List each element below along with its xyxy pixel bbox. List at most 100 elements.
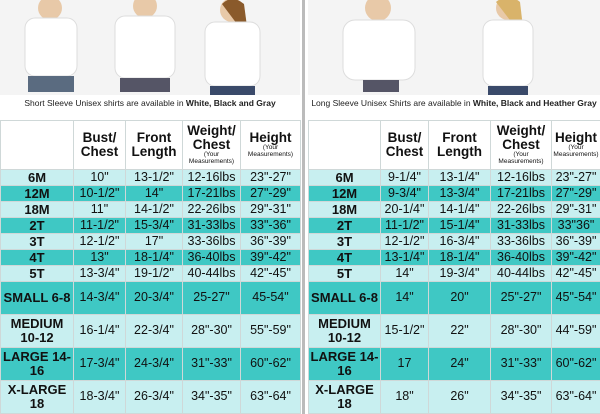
size-row: 12M 10-1/2" 14" 17-21lbs 27"-29"	[0, 185, 301, 202]
measurement: 31-33lbs	[490, 217, 552, 234]
corner-cell	[0, 120, 74, 170]
measurement: 20-3/4"	[125, 281, 183, 315]
size-label: LARGE 14-16	[0, 347, 74, 381]
size-row: MEDIUM 10-12 15-1/2" 22" 28"-30" 44"-59"	[308, 314, 600, 348]
size-label: 2T	[0, 217, 74, 234]
size-label: 5T	[0, 265, 74, 282]
measurement: 10"	[73, 169, 126, 186]
size-label: 12M	[0, 185, 74, 202]
column-header: Height (Your Measurements)	[240, 120, 301, 170]
measurement: 15-3/4"	[125, 217, 183, 234]
column-header: Bust/ Chest	[380, 120, 429, 170]
measurement: 44"-59"	[551, 314, 600, 348]
measurement: 12-16lbs	[182, 169, 241, 186]
measurement: 16-1/4"	[73, 314, 126, 348]
measurement: 26-3/4"	[125, 380, 183, 414]
measurement: 34"-35"	[490, 380, 552, 414]
header-note: (Your Measurements)	[188, 151, 235, 166]
measurement: 23"-27"	[551, 169, 600, 186]
measurement: 33-36lbs	[490, 233, 552, 250]
measurement: 15-1/4"	[428, 217, 491, 234]
size-row: LARGE 14-16 17-3/4" 24-3/4" 31"-33" 60"-62"	[0, 347, 301, 381]
header-note: (Your Measurements)	[247, 144, 294, 159]
measurement: 16-3/4"	[428, 233, 491, 250]
caption-colors: White, Black and Gray	[185, 98, 276, 108]
measurement: 33"36"	[551, 217, 600, 234]
measurement: 12-1/2"	[73, 233, 126, 250]
measurement: 60"-62"	[551, 347, 600, 381]
size-label: 3T	[308, 233, 381, 250]
corner-cell	[308, 120, 381, 170]
measurement: 29"-31"	[240, 201, 301, 218]
size-row: 4T 13-1/4" 18-1/4" 36-40lbs 39"-42"	[308, 249, 600, 266]
size-row: 12M 9-3/4" 13-3/4" 17-21lbs 27"-29"	[308, 185, 600, 202]
size-label: 2T	[308, 217, 381, 234]
size-label: SMALL 6-8	[308, 281, 381, 315]
header-label: Weight/ Chest	[187, 123, 236, 153]
size-row: 3T 12-1/2" 16-3/4" 33-36lbs 36"-39"	[308, 233, 600, 250]
measurement: 12-16lbs	[490, 169, 552, 186]
size-row: 2T 11-1/2" 15-1/4" 31-33lbs 33"36"	[308, 217, 600, 234]
short-sleeve-panel: Short Sleeve Unisex shirts are available…	[0, 0, 301, 414]
measurement: 14"	[125, 185, 183, 202]
size-label: 6M	[308, 169, 381, 186]
measurement: 14-1/2"	[125, 201, 183, 218]
measurement: 63"-64"	[551, 380, 600, 414]
measurement: 14-1/4"	[428, 201, 491, 218]
size-row: 4T 13" 18-1/4" 36-40lbs 39"-42"	[0, 249, 301, 266]
column-header: Bust/ Chest	[73, 120, 126, 170]
size-row: MEDIUM 10-12 16-1/4" 22-3/4" 28"-30" 55"-59"	[0, 314, 301, 348]
size-table: Bust/ Chest Front Length Weight/ Chest (You…	[308, 120, 600, 414]
header-label: Bust/ Chest	[80, 129, 119, 159]
measurement: 9-1/4"	[380, 169, 429, 186]
measurement: 23"-27"	[240, 169, 301, 186]
measurement: 13-1/2"	[125, 169, 183, 186]
measurement: 17-3/4"	[73, 347, 126, 381]
caption: Short Sleeve Unisex shirts are available…	[0, 98, 300, 108]
header-note: (Your Measurements)	[553, 144, 599, 159]
long-sleeve-panel: Long Sleeve Unisex Shirts are available …	[308, 0, 600, 414]
measurement: 11"	[73, 201, 126, 218]
size-label: 3T	[0, 233, 74, 250]
measurement: 40-44lbs	[182, 265, 241, 282]
measurement: 33-36lbs	[182, 233, 241, 250]
size-label: X-LARGE 18	[0, 380, 74, 414]
header-row: Bust/ Chest Front Length Weight/ Chest (You…	[308, 120, 600, 170]
size-label: 12M	[308, 185, 381, 202]
measurement: 31"-33"	[490, 347, 552, 381]
measurement: 9-3/4"	[380, 185, 429, 202]
measurement: 33"-36"	[240, 217, 301, 234]
caption: Long Sleeve Unisex Shirts are available …	[308, 98, 600, 108]
measurement: 22-26lbs	[490, 201, 552, 218]
measurement: 20-1/4"	[380, 201, 429, 218]
measurement: 17-21lbs	[490, 185, 552, 202]
measurement: 13-3/4"	[428, 185, 491, 202]
measurement: 19-1/2"	[125, 265, 183, 282]
measurement: 39"-42"	[551, 249, 600, 266]
size-row: 18M 20-1/4" 14-1/4" 22-26lbs 29"-31"	[308, 201, 600, 218]
measurement: 24"	[428, 347, 491, 381]
size-label: X-LARGE 18	[308, 380, 381, 414]
size-row: LARGE 14-16 17 24" 31"-33" 60"-62"	[308, 347, 600, 381]
measurement: 15-1/2"	[380, 314, 429, 348]
measurement: 63"-64"	[240, 380, 301, 414]
header-label: Front Length	[437, 129, 482, 159]
size-row: 5T 14" 19-3/4" 40-44lbs 42"-45"	[308, 265, 600, 282]
size-row: X-LARGE 18 18" 26" 34"-35" 63"-64"	[308, 380, 600, 414]
measurement: 27"-29"	[551, 185, 600, 202]
size-label: LARGE 14-16	[308, 347, 381, 381]
measurement: 14"	[380, 265, 429, 282]
measurement: 36-40lbs	[490, 249, 552, 266]
caption-text: Long Sleeve Unisex Shirts are available …	[311, 98, 473, 108]
measurement: 27"-29"	[240, 185, 301, 202]
measurement: 13-1/4"	[428, 169, 491, 186]
size-table: Bust/ Chest Front Length Weight/ Chest (You…	[0, 120, 301, 414]
caption-colors: White, Black and Heather Gray	[472, 98, 597, 108]
measurement: 26"	[428, 380, 491, 414]
size-row: 2T 11-1/2" 15-3/4" 31-33lbs 33"-36"	[0, 217, 301, 234]
size-row: X-LARGE 18 18-3/4" 26-3/4" 34"-35" 63"-64"	[0, 380, 301, 414]
size-row: SMALL 6-8 14-3/4" 20-3/4" 25-27" 45-54"	[0, 281, 301, 315]
measurement: 18-1/4"	[125, 249, 183, 266]
measurement: 39"-42"	[240, 249, 301, 266]
measurement: 17"	[125, 233, 183, 250]
